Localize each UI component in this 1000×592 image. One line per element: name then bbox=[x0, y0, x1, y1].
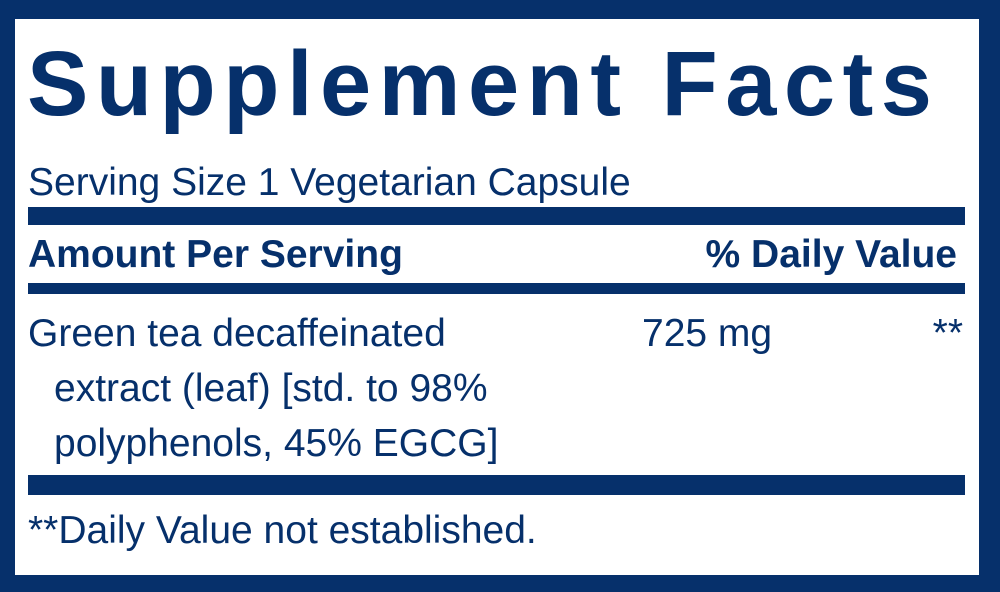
footnote: **Daily Value not established. bbox=[28, 509, 537, 552]
serving-size: Serving Size 1 Vegetarian Capsule bbox=[28, 161, 631, 204]
ingredient-name-line: polyphenols, 45% EGCG] bbox=[54, 422, 499, 465]
ingredient-name-line: Green tea decaffeinated bbox=[28, 312, 446, 355]
ingredient-amount: 725 mg bbox=[642, 312, 773, 355]
ingredient-name-line: extract (leaf) [std. to 98% bbox=[54, 367, 488, 410]
thick-divider bbox=[28, 475, 965, 495]
amount-per-serving-header: Amount Per Serving bbox=[28, 233, 403, 276]
ingredient-name: Green tea decaffeinated extract (leaf) [… bbox=[28, 306, 498, 471]
label-panel: Supplement Facts Serving Size 1 Vegetari… bbox=[15, 19, 979, 575]
medium-divider bbox=[28, 283, 965, 294]
label-title: Supplement Facts bbox=[27, 33, 940, 135]
daily-value-header: % Daily Value bbox=[705, 233, 957, 276]
ingredient-daily-value: ** bbox=[932, 312, 963, 355]
thick-divider bbox=[28, 207, 965, 225]
